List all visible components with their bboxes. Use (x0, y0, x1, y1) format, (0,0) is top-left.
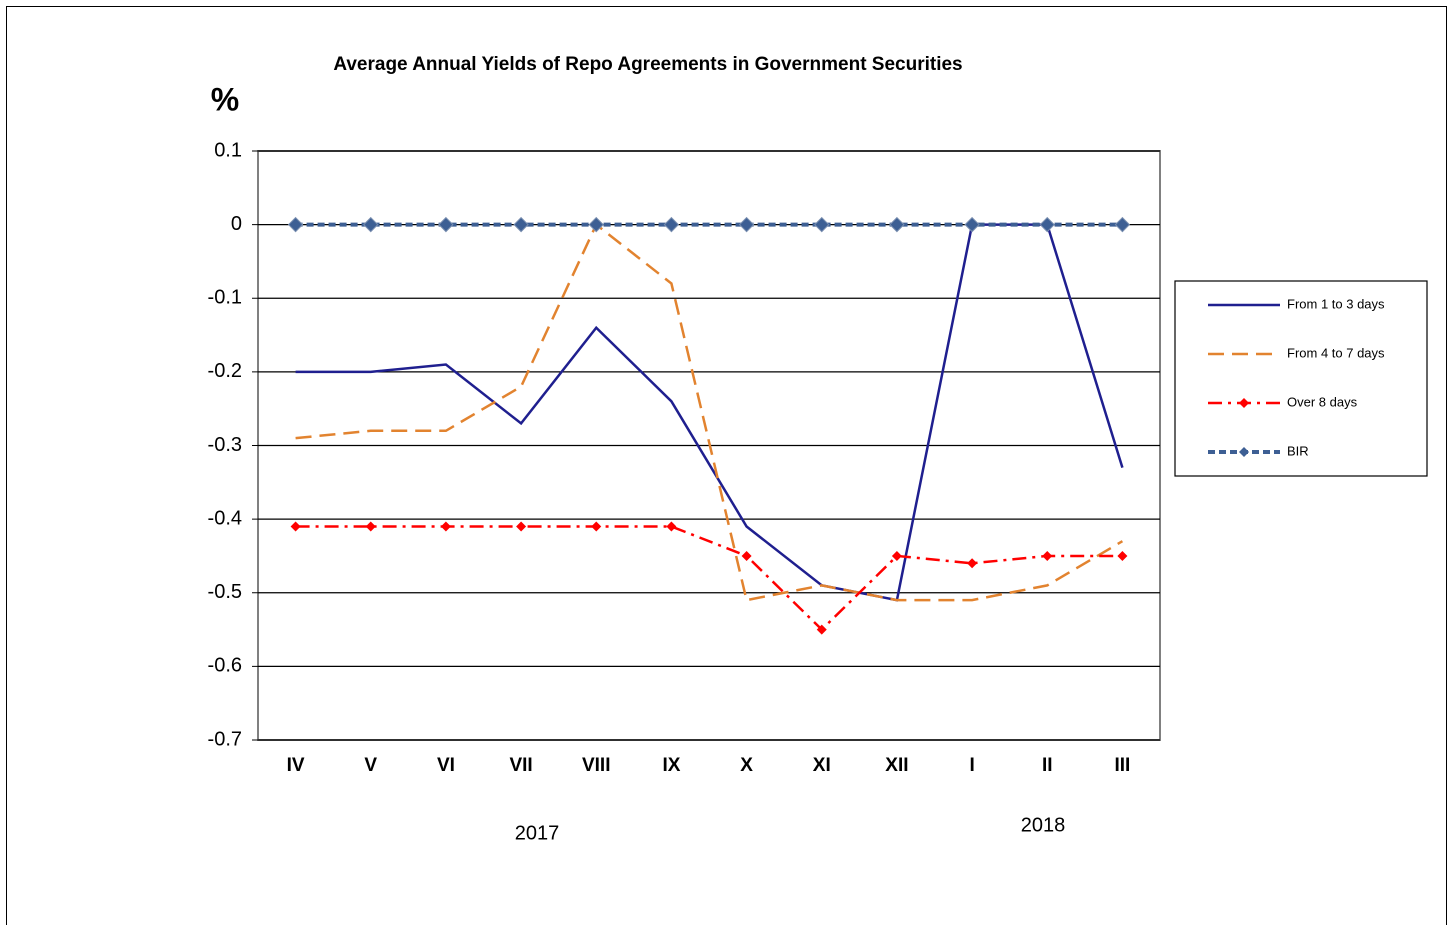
marker (516, 521, 527, 532)
marker (663, 216, 680, 233)
x-tick-label: VI (437, 755, 455, 776)
y-tick-label: -0.2 (208, 360, 242, 382)
legend-label: BIR (1287, 443, 1309, 458)
marker (290, 521, 301, 532)
legend-box (1174, 280, 1428, 477)
legend-label: From 4 to 7 days (1287, 345, 1385, 360)
year-label: 2018 (1021, 814, 1066, 836)
marker (666, 521, 677, 532)
y-tick-label: 0 (231, 213, 242, 235)
legend-marker (1239, 447, 1249, 457)
marker (889, 216, 905, 233)
y-tick-label: 0.1 (214, 139, 242, 161)
marker (964, 216, 980, 233)
x-tick-label: III (1114, 755, 1130, 776)
marker (438, 216, 454, 233)
legend-label: From 1 to 3 days (1287, 296, 1385, 311)
y-tick-label: -0.5 (208, 581, 242, 603)
marker (1114, 216, 1131, 233)
marker (588, 216, 604, 233)
y-tick-label: -0.7 (208, 728, 242, 750)
marker (738, 216, 755, 233)
marker (287, 216, 304, 233)
frame (6, 6, 1447, 925)
marker (513, 216, 529, 233)
x-tick-label: VII (509, 755, 532, 776)
series-line (295, 222, 1124, 602)
y-tick-label: -0.3 (208, 434, 242, 456)
x-tick-label: X (740, 755, 753, 776)
x-tick-label: I (969, 755, 974, 776)
marker (967, 558, 978, 569)
x-tick-label: V (364, 755, 377, 776)
legend-marker (1239, 398, 1249, 408)
marker (1042, 550, 1053, 561)
x-tick-label: XI (813, 755, 831, 776)
x-tick-label: VIII (582, 755, 611, 776)
marker (816, 624, 827, 635)
series-line (295, 525, 1123, 632)
marker (363, 216, 379, 233)
y-tick-label: -0.1 (208, 287, 242, 309)
marker (891, 550, 902, 561)
x-tick-label: XII (885, 755, 908, 776)
marker (1117, 550, 1128, 561)
chart-title: Average Annual Yields of Repo Agreements… (333, 54, 962, 75)
series-line (295, 223, 1124, 602)
x-tick-label: IX (662, 755, 680, 776)
marker (365, 521, 376, 532)
marker (591, 521, 602, 532)
x-tick-label: II (1042, 755, 1053, 776)
year-label: 2017 (515, 822, 560, 844)
legend-label: Over 8 days (1287, 394, 1358, 409)
marker (440, 521, 451, 532)
y-tick-label: -0.4 (208, 507, 242, 529)
x-tick-label: IV (287, 755, 305, 776)
marker (814, 216, 830, 233)
y-tick-label: -0.6 (208, 655, 242, 677)
marker (741, 550, 752, 561)
y-axis-label: % (211, 81, 239, 117)
marker (1039, 216, 1055, 233)
